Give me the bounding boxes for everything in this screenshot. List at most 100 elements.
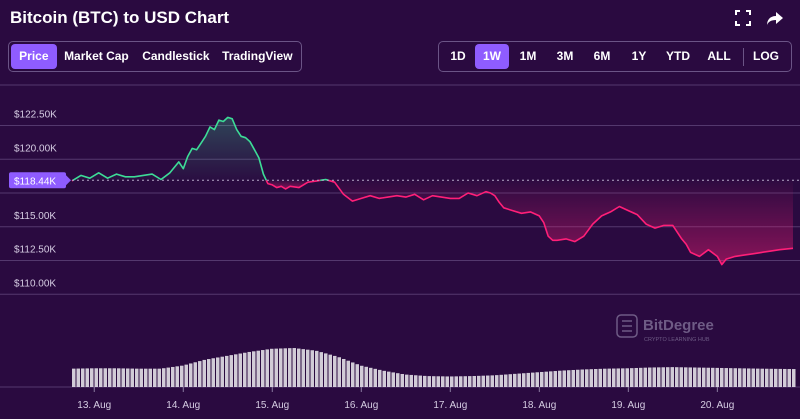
- y-tick-label: $115.00K: [14, 211, 56, 222]
- volume-bar: [234, 354, 238, 387]
- y-tick-label: $110.00K: [14, 278, 56, 289]
- price-line-down[interactable]: [265, 179, 321, 190]
- volume-bar: [265, 349, 269, 387]
- volume-bar: [292, 348, 296, 387]
- bitdegree-logo-mark: [622, 320, 632, 332]
- volume-bar: [648, 367, 652, 387]
- volume-bar: [526, 372, 530, 387]
- range-3m[interactable]: 3M: [556, 49, 574, 63]
- volume-bar: [765, 368, 769, 387]
- volume-bar: [594, 369, 598, 387]
- tab-price[interactable]: Price: [11, 44, 57, 69]
- volume-bar: [612, 368, 616, 387]
- volume-bar: [175, 366, 179, 387]
- volume-bar: [693, 367, 697, 387]
- volume-bar: [756, 368, 760, 387]
- volume-bar: [513, 373, 517, 387]
- volume-bar: [441, 376, 445, 387]
- volume-bar: [499, 374, 503, 387]
- range-6m[interactable]: 6M: [593, 49, 611, 63]
- volume-bar: [108, 368, 112, 387]
- range-all[interactable]: ALL: [707, 49, 731, 63]
- volume-bar: [94, 368, 98, 387]
- range-1w[interactable]: 1W: [475, 44, 509, 69]
- watermark-name: BitDegree: [643, 317, 714, 334]
- volume-bar: [463, 376, 467, 387]
- x-tick-label: 14. Aug: [166, 400, 200, 411]
- volume-bar: [684, 367, 688, 387]
- fullscreen-icon[interactable]: [734, 9, 752, 27]
- log-toggle[interactable]: LOG: [753, 49, 779, 63]
- tab-candlestick[interactable]: Candlestick: [142, 49, 210, 63]
- volume-bar: [333, 355, 337, 387]
- volume-bar: [387, 371, 391, 387]
- volume-bar: [283, 348, 287, 387]
- volume-bar: [616, 368, 620, 387]
- volume-bar: [180, 365, 184, 387]
- volume-bar: [657, 367, 661, 387]
- volume-bar: [585, 369, 589, 387]
- volume-bar: [184, 364, 188, 387]
- volume-bar: [711, 367, 715, 387]
- x-tick-label: 19. Aug: [611, 400, 645, 411]
- volume-bar: [490, 375, 494, 387]
- current-price-label: $118.44K: [14, 176, 56, 187]
- price-line-up[interactable]: [72, 116, 268, 181]
- range-1m[interactable]: 1M: [519, 49, 537, 63]
- volume-bar: [715, 367, 719, 387]
- volume-bar: [504, 374, 508, 387]
- volume-bar: [324, 353, 328, 387]
- volume-bar: [315, 350, 319, 387]
- chart-type-tabs: Price Market Cap Candlestick TradingView: [8, 41, 302, 72]
- volume-bar: [301, 349, 305, 387]
- volume-bar: [288, 348, 292, 387]
- volume-bar: [634, 367, 638, 387]
- volume-bar: [603, 368, 607, 387]
- volume-bar: [252, 351, 256, 387]
- range-divider: [743, 47, 744, 66]
- volume-bar: [396, 373, 400, 387]
- volume-bar: [279, 348, 283, 387]
- range-ytd[interactable]: YTD: [666, 49, 690, 63]
- share-icon[interactable]: [766, 9, 784, 27]
- volume-bar: [454, 376, 458, 387]
- bitdegree-logo: [616, 314, 638, 338]
- volume-bar: [652, 367, 656, 387]
- range-1d[interactable]: 1D: [450, 49, 466, 63]
- volume-bar: [382, 370, 386, 387]
- volume-bar: [166, 367, 170, 387]
- y-tick-label: $122.50K: [14, 110, 57, 121]
- volume-bar: [157, 368, 161, 387]
- volume-bar: [450, 376, 454, 387]
- price-line-down[interactable]: [328, 179, 794, 266]
- volume-bar: [202, 359, 206, 387]
- volume-bar: [373, 368, 377, 387]
- volume-bar: [661, 367, 665, 387]
- volume-bar: [306, 349, 310, 387]
- x-tick-label: 13. Aug: [77, 400, 111, 411]
- volume-bar: [153, 368, 157, 387]
- tab-market-cap[interactable]: Market Cap: [64, 49, 129, 63]
- volume-bar: [126, 368, 130, 387]
- volume-bar: [216, 357, 220, 387]
- volume-bar: [522, 373, 526, 387]
- volume-bar: [229, 355, 233, 387]
- volume-bar: [378, 369, 382, 387]
- volume-bar: [72, 368, 76, 387]
- volume-bar: [553, 371, 557, 387]
- volume-bar: [90, 368, 94, 387]
- volume-bar: [567, 370, 571, 387]
- volume-bar: [207, 359, 211, 387]
- volume-bar: [247, 351, 251, 387]
- tab-tradingview[interactable]: TradingView: [222, 49, 293, 63]
- volume-bar: [130, 368, 134, 387]
- y-tick-label: $120.00K: [14, 143, 57, 154]
- x-tick-label: 20. Aug: [700, 400, 734, 411]
- volume-bar: [81, 368, 85, 387]
- volume-bar: [778, 368, 782, 387]
- volume-bar: [679, 367, 683, 387]
- range-1y[interactable]: 1Y: [631, 49, 647, 63]
- volume-bar: [459, 376, 463, 387]
- volume-bar: [517, 373, 521, 387]
